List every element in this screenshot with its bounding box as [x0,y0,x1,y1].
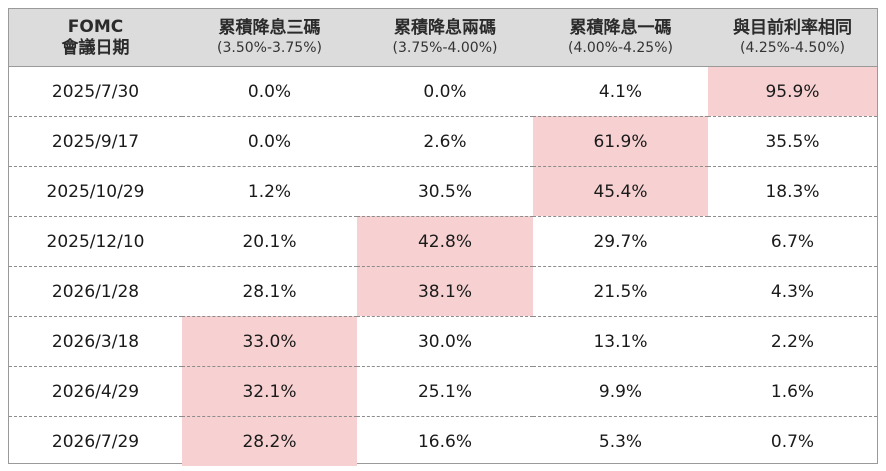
meeting-date-cell: 2025/10/29 [9,166,182,216]
header-cut-25: 累積降息一碼 (4.00%-4.25%) [533,9,708,66]
probability-cell: 28.1% [182,266,357,316]
probability-cell: 30.5% [357,166,533,216]
probability-cell: 1.2% [182,166,357,216]
header-cut-50-name: 累積降息兩碼 [394,18,496,39]
probability-cell: 32.1% [182,366,357,416]
meeting-date-cell: 2026/1/28 [9,266,182,316]
probability-cell: 30.0% [357,316,533,366]
probability-cell: 6.7% [708,216,877,266]
probability-cell: 28.2% [182,416,357,466]
probability-cell: 42.8% [357,216,533,266]
probability-cell: 9.9% [533,366,708,416]
probability-cell: 2.6% [357,116,533,166]
header-cut-75: 累積降息三碼 (3.50%-3.75%) [182,9,357,66]
header-unchanged: 與目前利率相同 (4.25%-4.50%) [708,9,877,66]
probability-cell: 33.0% [182,316,357,366]
header-meeting-date: FOMC 會議日期 [9,9,182,66]
probability-cell: 35.5% [708,116,877,166]
probability-cell: 5.3% [533,416,708,466]
meeting-date-cell: 2026/7/29 [9,416,182,466]
probability-cell: 4.3% [708,266,877,316]
meeting-date-cell: 2026/3/18 [9,316,182,366]
probability-cell: 1.6% [708,366,877,416]
probability-cell: 29.7% [533,216,708,266]
probability-cell: 4.1% [533,66,708,116]
probability-cell: 95.9% [708,66,877,116]
meeting-date-cell: 2025/12/10 [9,216,182,266]
probability-cell: 0.0% [182,116,357,166]
probability-cell: 2.2% [708,316,877,366]
probability-cell: 21.5% [533,266,708,316]
header-cut-75-range: (3.50%-3.75%) [217,40,322,57]
probability-cell: 38.1% [357,266,533,316]
header-cut-75-name: 累積降息三碼 [218,18,321,39]
meeting-date-cell: 2025/7/30 [9,66,182,116]
meeting-date-cell: 2025/9/17 [9,116,182,166]
probability-cell: 18.3% [708,166,877,216]
fomc-probability-table: FOMC 會議日期 累積降息三碼 (3.50%-3.75%) 累積降息兩碼 (3… [8,8,878,466]
header-cut-25-range: (4.00%-4.25%) [568,40,673,57]
probability-cell: 25.1% [357,366,533,416]
header-cut-50: 累積降息兩碼 (3.75%-4.00%) [357,9,533,66]
header-cut-50-range: (3.75%-4.00%) [392,40,498,57]
probability-cell: 0.0% [357,66,533,116]
header-meeting-line1: FOMC [67,17,124,38]
probability-cell: 16.6% [357,416,533,466]
header-meeting-line2: 會議日期 [61,37,130,58]
header-cut-25-name: 累積降息一碼 [569,18,672,39]
header-unchanged-name: 與目前利率相同 [733,18,852,39]
probability-cell: 0.0% [182,66,357,116]
header-unchanged-range: (4.25%-4.50%) [740,40,845,57]
probability-cell: 0.7% [708,416,877,466]
probability-cell: 20.1% [182,216,357,266]
probability-cell: 61.9% [533,116,708,166]
meeting-date-cell: 2026/4/29 [9,366,182,416]
probability-cell: 45.4% [533,166,708,216]
probability-cell: 13.1% [533,316,708,366]
